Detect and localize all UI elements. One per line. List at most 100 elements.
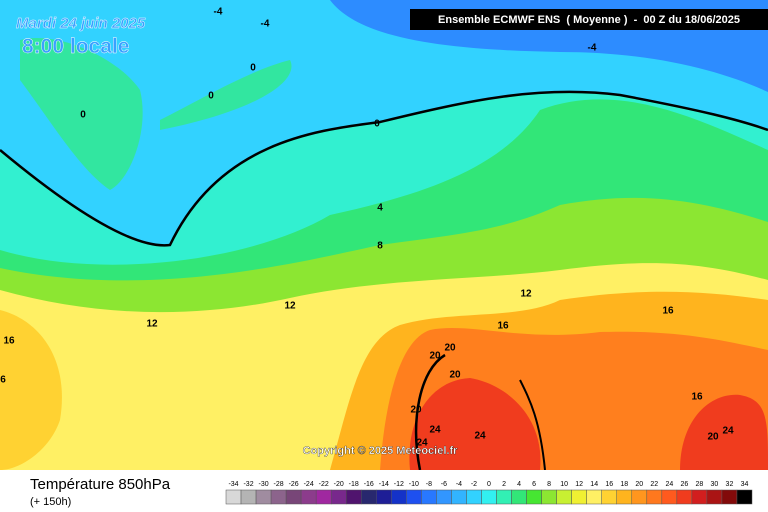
legend-label: 2 <box>502 481 506 488</box>
legend-swatch <box>376 489 392 505</box>
contour-label: 24 <box>474 431 486 442</box>
legend-swatch <box>240 489 257 505</box>
contour-label: 8 <box>377 241 383 252</box>
legend-swatch <box>601 489 617 505</box>
twenty-isotherm-east <box>519 379 546 471</box>
contour-label: 12 <box>284 301 296 312</box>
legend-swatch <box>721 489 738 505</box>
legend-label: -24 <box>304 481 314 488</box>
legend-swatch <box>451 489 467 505</box>
contour-label: -4 <box>588 43 597 54</box>
legend-swatch <box>225 489 242 505</box>
legend-label: 20 <box>635 481 643 488</box>
twenty-isotherm <box>414 353 446 471</box>
model-info: Ensemble ECMWF ENS ( Moyenne ) - 00 Z du… <box>438 14 740 26</box>
legend-label: 32 <box>726 481 734 488</box>
contour-label: 16 <box>662 306 674 317</box>
header-box <box>410 9 768 30</box>
legend-label: -26 <box>289 481 299 488</box>
legend-label: -2 <box>471 481 477 488</box>
contour-label: 4 <box>377 203 383 214</box>
legend-swatch <box>421 489 437 505</box>
greenland <box>20 38 143 190</box>
legend-label: -32 <box>243 481 253 488</box>
legend-swatch <box>571 489 587 505</box>
legend-swatch <box>631 489 648 505</box>
legend-swatch <box>330 489 347 505</box>
legend-swatch <box>315 489 332 505</box>
legend-swatch <box>586 489 602 505</box>
legend-swatch <box>556 489 572 505</box>
legend-label: 12 <box>575 481 583 488</box>
legend-label: 4 <box>517 481 521 488</box>
contour-label: 16 <box>691 392 703 403</box>
legend-swatch <box>706 489 723 505</box>
legend-label: -18 <box>349 481 359 488</box>
legend-label: 6 <box>532 481 536 488</box>
legend-swatch <box>391 489 407 505</box>
legend-label: 0 <box>487 481 491 488</box>
legend-label: -34 <box>228 481 238 488</box>
zero-isotherm <box>0 90 768 247</box>
legend-label: -16 <box>364 481 374 488</box>
legend-label: 18 <box>620 481 628 488</box>
legend-swatch <box>285 489 302 505</box>
contour-label: 0 <box>374 119 380 130</box>
contour-label: 0 <box>208 91 214 102</box>
legend-label: 24 <box>665 481 673 488</box>
legend-label: 16 <box>605 481 613 488</box>
copyright: Copyright © 2025 Meteociel.fr <box>303 445 459 457</box>
date: Mardi 24 juin 2025 <box>16 15 146 32</box>
contour-label: 24 <box>429 425 441 436</box>
contour-label: 12 <box>520 289 532 300</box>
contour-label: 0 <box>250 63 256 74</box>
footer-title: Température 850hPa <box>30 476 171 493</box>
contour-label: 20 <box>449 370 461 381</box>
contour-label: 16 <box>3 336 15 347</box>
legend-label: 8 <box>547 481 551 488</box>
contour-label: 12 <box>146 319 158 330</box>
legend-swatch <box>466 489 482 505</box>
contour-label: -4 <box>214 7 223 18</box>
contour-label: -4 <box>261 19 270 30</box>
band-24 <box>409 378 541 470</box>
local-time: 8:00 locale <box>22 35 129 58</box>
legend-label: 10 <box>560 481 568 488</box>
legend-swatch <box>361 489 377 505</box>
contour-label: 20 <box>444 343 456 354</box>
legend-swatch <box>496 489 512 505</box>
legend-swatch <box>511 489 527 505</box>
legend-label: 30 <box>711 481 719 488</box>
legend-label: -8 <box>426 481 432 488</box>
legend-swatch <box>300 489 317 505</box>
contour-label: 20 <box>707 432 719 443</box>
legend-swatch <box>736 489 753 505</box>
legend-label: -30 <box>259 481 269 488</box>
legend-label: -20 <box>334 481 344 488</box>
contour-label: 24 <box>722 426 734 437</box>
legend-swatch <box>436 489 452 505</box>
legend-swatch <box>481 489 497 505</box>
legend-swatch <box>661 489 678 505</box>
legend-swatch <box>526 489 542 505</box>
legend-label: -14 <box>379 481 389 488</box>
legend-swatch <box>345 489 362 505</box>
atlantic-warm <box>0 310 62 470</box>
legend-swatch <box>255 489 272 505</box>
legend-swatch <box>270 489 287 505</box>
legend-label: 22 <box>650 481 658 488</box>
legend-swatch <box>406 489 422 505</box>
legend-label: -10 <box>409 481 419 488</box>
legend-label: -22 <box>319 481 329 488</box>
contour-label: 20 <box>410 405 422 416</box>
legend-label: -12 <box>394 481 404 488</box>
legend-label: 34 <box>741 481 749 488</box>
contour-label: 0 <box>80 110 86 121</box>
legend-swatch <box>646 489 663 505</box>
legend-label: -4 <box>456 481 462 488</box>
band-24-east <box>680 394 768 470</box>
legend-swatch <box>541 489 557 505</box>
legend-label: 14 <box>590 481 598 488</box>
